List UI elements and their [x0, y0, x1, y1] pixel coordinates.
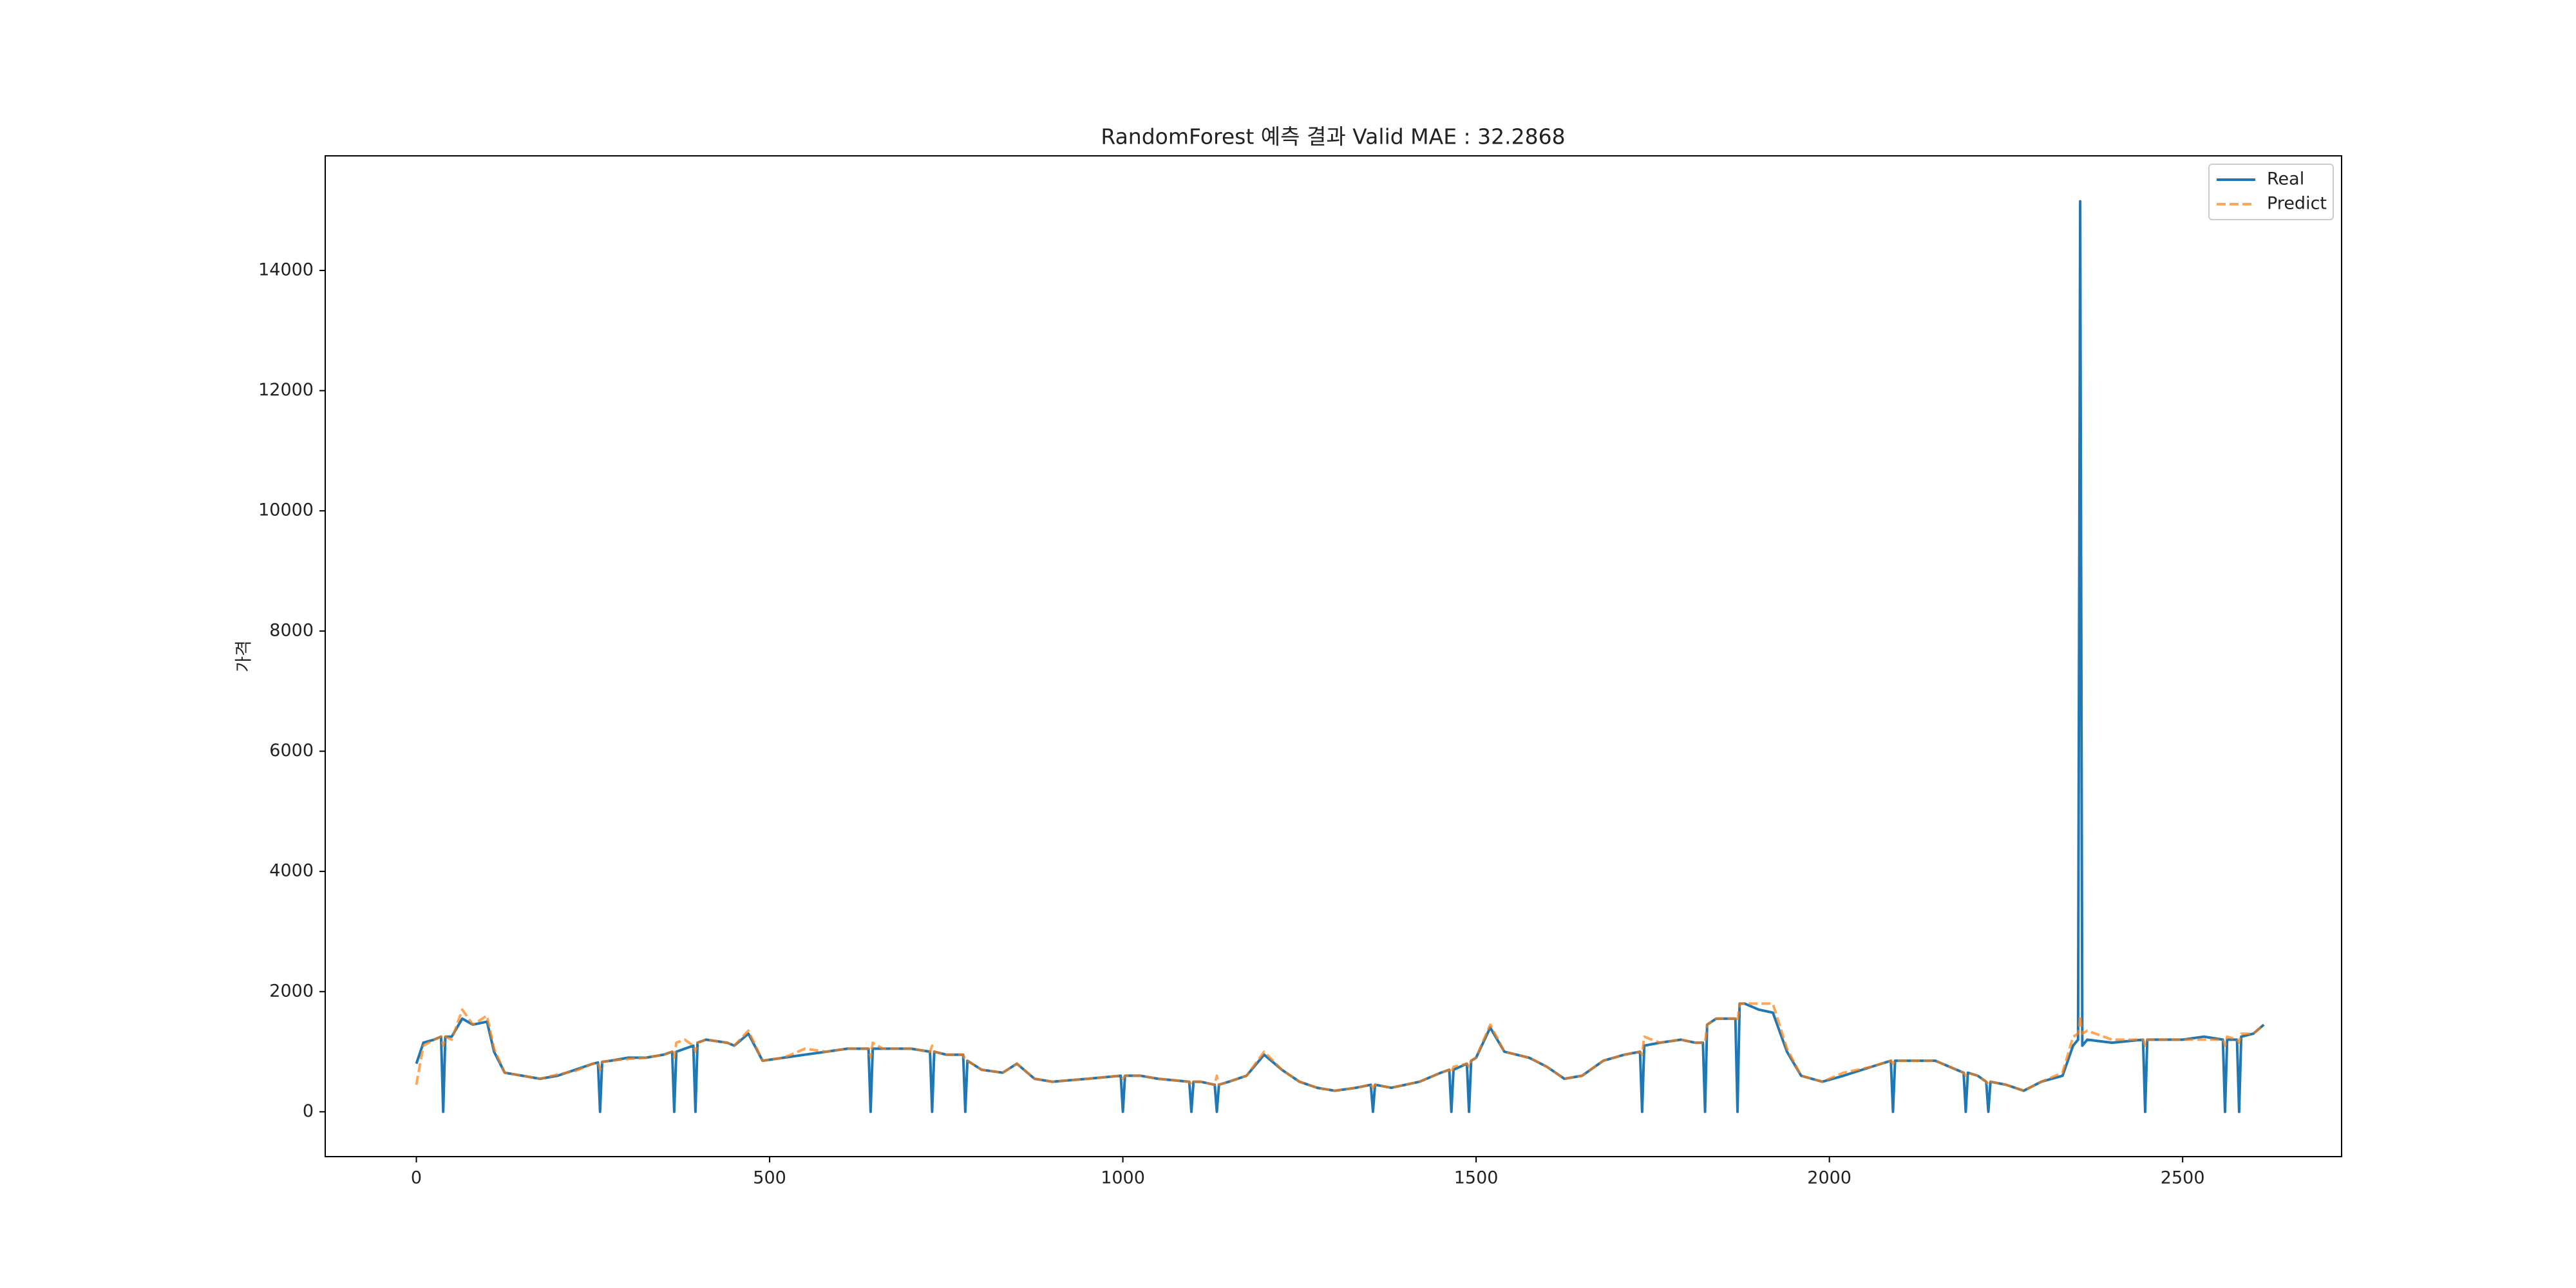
y-tick-label: 8000	[269, 620, 314, 640]
legend-label: Real	[2267, 169, 2304, 189]
x-tick-label: 2500	[2161, 1168, 2205, 1188]
y-axis-label: 가격	[234, 640, 254, 672]
y-tick-label: 14000	[258, 260, 314, 279]
x-tick-label: 500	[753, 1168, 786, 1188]
y-tick-label: 6000	[269, 741, 314, 761]
legend-box	[2208, 164, 2334, 220]
plot-frame	[325, 155, 2342, 1157]
y-tick-label: 2000	[269, 981, 314, 1001]
y-tick-label: 12000	[258, 380, 314, 400]
legend-label: Predict	[2267, 194, 2327, 214]
x-tick-label: 0	[411, 1168, 422, 1188]
y-tick-label: 0	[303, 1101, 314, 1121]
y-tick-label: 4000	[269, 861, 314, 881]
x-tick-label: 1500	[1454, 1168, 1499, 1188]
series-line	[415, 1002, 2265, 1092]
x-tick-label: 2000	[1807, 1168, 1852, 1188]
x-tick-label: 1000	[1101, 1168, 1145, 1188]
y-tick-label: 10000	[258, 500, 314, 520]
chart-title: RandomForest 예측 결과 Valid MAE : 32.2868	[1101, 124, 1565, 149]
